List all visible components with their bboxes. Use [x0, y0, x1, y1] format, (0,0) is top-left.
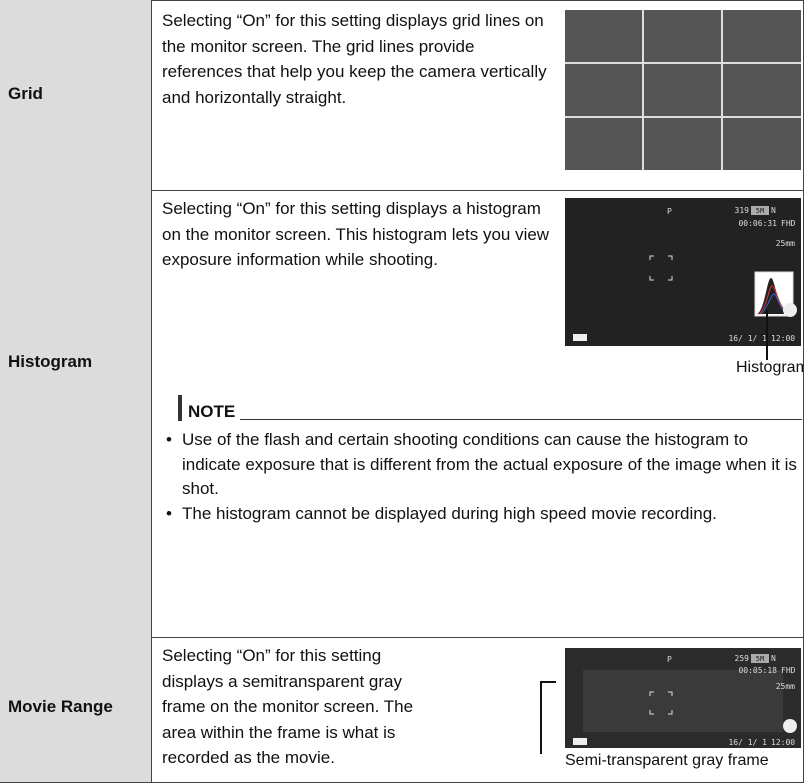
note-bar — [178, 395, 182, 421]
screen-shots: 259 — [735, 654, 750, 663]
screen-quality: N — [771, 206, 776, 215]
description: Selecting “On” for this setting displays… — [162, 11, 547, 107]
note-rule — [240, 419, 802, 420]
screen-clock: 12:00 — [771, 334, 795, 343]
row-label: Histogram — [8, 352, 93, 371]
screen-size: 5M — [756, 655, 764, 663]
screen-time: 00:06:31 — [738, 219, 777, 228]
note-item: Use of the flash and certain shooting co… — [162, 428, 802, 502]
note-list: Use of the flash and certain shooting co… — [162, 428, 802, 526]
screen-shots: 319 — [735, 206, 750, 215]
screen-mode: P — [667, 207, 672, 216]
screen-movie: FHD — [781, 219, 796, 228]
screen-date: 16/ 1/ 1 — [728, 334, 767, 343]
description: Selecting “On” for this setting displays… — [162, 199, 550, 269]
image-caption: Histogram — [736, 359, 804, 376]
screen-quality: N — [771, 654, 776, 663]
image-caption: Semi-transparent gray frame — [565, 752, 769, 769]
screen-clock: 12:00 — [771, 738, 795, 747]
note-title: NOTE — [188, 402, 236, 421]
note-item: The histogram cannot be displayed during… — [162, 502, 802, 527]
screen-zoom: 25mm — [776, 239, 795, 248]
row-label: Grid — [8, 84, 43, 103]
screen-movie: FHD — [781, 666, 796, 675]
screen-zoom: 25mm — [776, 682, 795, 691]
row-label: Movie Range — [8, 697, 113, 716]
screen-mode: P — [667, 655, 672, 664]
caption-leader — [540, 681, 556, 754]
caption-leader — [766, 310, 768, 360]
movie-range-screen: P 259 5M N 00:05:18 FHD 25mm 16/ 1/ 1 12… — [565, 648, 801, 748]
screen-size: 5M — [756, 207, 764, 215]
histogram-screen: P 319 5M N 00:06:31 FHD 25mm 16/ 1/ 1 12… — [565, 198, 801, 346]
screen-time: 00:05:18 — [738, 666, 777, 675]
screen-date: 16/ 1/ 1 — [728, 738, 767, 747]
description: Selecting “On” for this setting displays… — [162, 646, 414, 767]
content-cell — [152, 0, 804, 191]
content-cell — [152, 190, 804, 638]
label-cell — [0, 637, 152, 783]
grid-illustration — [565, 10, 801, 170]
label-cell — [0, 0, 152, 191]
label-cell — [0, 190, 152, 638]
